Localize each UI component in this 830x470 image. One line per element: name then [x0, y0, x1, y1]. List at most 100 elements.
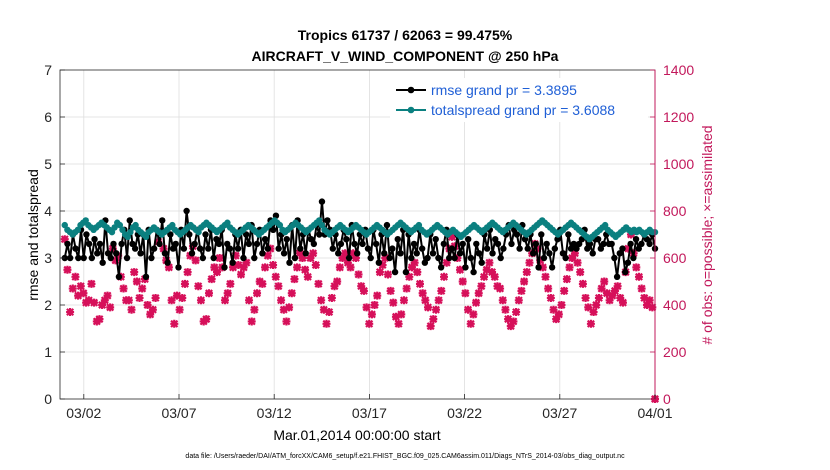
x-tick-label: 03/17	[352, 405, 387, 421]
obs-marker	[127, 305, 136, 314]
obs-marker-glyph	[148, 305, 157, 314]
obs-marker	[90, 298, 99, 307]
obs-marker-glyph	[242, 258, 251, 267]
obs-marker-glyph	[634, 272, 643, 281]
rmse-point	[215, 240, 223, 248]
obs-marker	[383, 270, 392, 279]
obs-marker	[343, 258, 352, 267]
rmse-point	[345, 254, 353, 262]
obs-marker-glyph	[592, 301, 601, 309]
rmse-point	[196, 245, 204, 252]
obs-marker-glyph	[194, 282, 203, 291]
obs-marker-glyph	[261, 263, 270, 272]
obs-marker-glyph	[586, 319, 595, 328]
rmse-point	[540, 254, 548, 262]
obs-marker-glyph	[517, 286, 526, 295]
rmse-point	[167, 231, 174, 238]
totalspread-point	[74, 226, 82, 233]
obs-marker-glyph	[570, 249, 579, 258]
obs-marker-glyph	[498, 296, 507, 305]
totalspread-point	[195, 228, 202, 236]
obs-marker-glyph	[557, 301, 566, 309]
rmse-point	[242, 231, 250, 238]
y-tick-label-left: 1	[44, 344, 52, 360]
rmse-point	[440, 240, 448, 248]
x-axis-label: Mar.01,2014 00:00:00 start	[273, 427, 440, 443]
rmse-point	[638, 240, 645, 248]
rmse-point	[383, 221, 391, 229]
rmse-point	[375, 259, 383, 266]
rmse-point	[351, 240, 358, 248]
rmse-point	[297, 245, 304, 252]
rmse-point	[508, 240, 515, 248]
obs-marker	[402, 284, 411, 293]
rmse-point	[253, 240, 261, 248]
obs-marker	[544, 284, 553, 293]
obs-marker	[562, 275, 571, 284]
obs-marker	[100, 296, 109, 305]
rmse-point	[543, 240, 550, 248]
obs-marker-glyph	[381, 254, 390, 262]
obs-marker-glyph	[98, 301, 107, 309]
rmse-point	[513, 231, 521, 238]
obs-marker	[354, 270, 363, 279]
obs-marker	[581, 293, 590, 302]
obs-marker	[421, 296, 430, 305]
obs-marker-glyph	[314, 279, 323, 288]
rmse-point	[364, 245, 372, 252]
obs-marker-glyph	[375, 268, 384, 277]
obs-marker	[215, 254, 224, 262]
obs-marker-glyph	[450, 242, 459, 251]
obs-marker	[191, 256, 200, 265]
obs-marker	[333, 277, 342, 286]
obs-marker-glyph	[106, 303, 115, 312]
obs-marker-glyph	[263, 251, 272, 260]
obs-marker-glyph	[485, 258, 494, 267]
obs-marker-glyph	[343, 258, 352, 267]
rmse-point	[546, 250, 553, 257]
rmse-point	[359, 240, 366, 248]
obs-marker	[66, 308, 75, 317]
obs-marker	[405, 272, 414, 281]
obs-marker-glyph	[143, 301, 152, 309]
rmse-point	[142, 273, 150, 280]
rmse-point	[622, 268, 629, 276]
obs-marker	[207, 275, 216, 284]
obs-marker	[303, 272, 312, 281]
obs-marker	[517, 286, 526, 295]
obs-marker	[370, 301, 379, 309]
rmse-point	[418, 245, 426, 252]
obs-marker-glyph	[322, 319, 331, 328]
totalspread-point	[61, 221, 68, 229]
obs-marker	[418, 289, 427, 298]
obs-marker-glyph	[402, 284, 411, 293]
obs-marker	[71, 272, 80, 281]
obs-marker	[231, 251, 240, 260]
obs-marker	[576, 268, 585, 277]
obs-marker-glyph	[426, 322, 435, 331]
x-tick-label: 04/01	[637, 405, 672, 421]
rmse-point	[394, 236, 401, 243]
obs-marker-glyph	[274, 282, 283, 291]
rmse-point	[464, 236, 472, 243]
obs-marker	[362, 303, 371, 312]
obs-marker	[261, 263, 270, 272]
obs-marker	[464, 305, 473, 314]
obs-marker	[554, 310, 563, 319]
obs-marker	[95, 315, 104, 324]
obs-marker	[458, 277, 467, 286]
obs-marker-glyph	[178, 293, 187, 302]
x-axis: 03/02 03/07 03/12 03/17 03/22 03/27 04/01	[66, 394, 673, 421]
rmse-point	[611, 254, 618, 262]
rmse-point	[532, 240, 540, 248]
rmse-point	[584, 245, 591, 252]
obs-marker-glyph	[597, 284, 606, 293]
obs-marker	[325, 308, 334, 317]
obs-marker	[469, 310, 478, 319]
y-tick-label-left: 5	[44, 156, 52, 172]
obs-marker-glyph	[637, 284, 646, 293]
obs-marker-glyph	[221, 296, 230, 305]
obs-marker	[124, 296, 133, 305]
rmse-point	[210, 254, 217, 262]
rmse-point	[169, 245, 177, 252]
